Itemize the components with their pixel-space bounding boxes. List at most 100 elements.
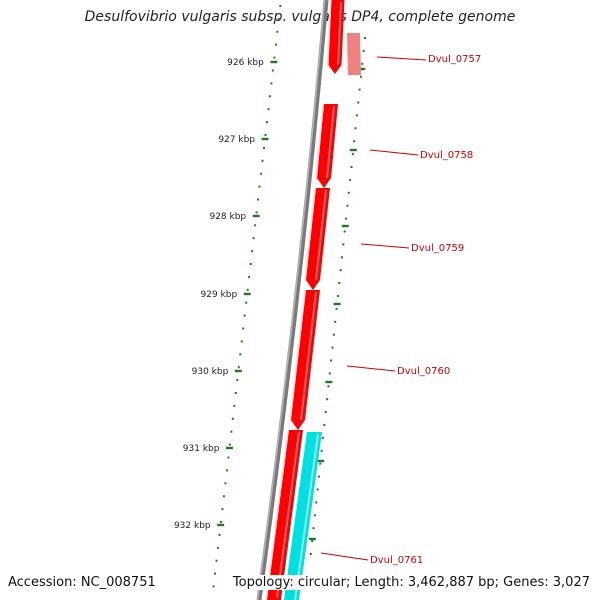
scale-tick: [252, 214, 260, 218]
scale-dot: [330, 359, 333, 362]
scale-dot: [271, 69, 274, 72]
scale-dot: [228, 443, 231, 446]
scale-dot: [353, 140, 356, 143]
backbone-track: [256, 0, 329, 600]
scale-dot: [249, 263, 252, 265]
accession-text: Accession: NC_008751: [8, 575, 156, 590]
gene-label-leader: [346, 365, 396, 372]
scale-dot: [340, 256, 343, 259]
scale-dot: [217, 546, 220, 549]
scale-tick: [243, 292, 251, 296]
scale-dot: [239, 353, 242, 356]
scale-dot: [347, 191, 350, 194]
scale-tick: [270, 60, 278, 64]
scale-dot: [338, 282, 341, 285]
scale-dot: [311, 540, 314, 543]
scale-dot: [327, 385, 330, 388]
scale-dot: [355, 114, 358, 117]
scale-dot: [315, 501, 318, 504]
scale-dot: [221, 508, 224, 511]
scale-tick: [349, 148, 357, 152]
scale-track: 926 kbp 927 kbp 928 kbp 929 kbp 930 kbp 931 k…: [174, 5, 367, 588]
scale-dot: [358, 88, 361, 91]
scale-dot: [257, 198, 260, 201]
gene-label[interactable]: Dvul_0757: [428, 54, 481, 65]
scale-dot: [334, 320, 337, 323]
backbone-highlight: [256, 0, 326, 600]
gene-label-leader: [360, 243, 410, 249]
scale-dot: [277, 17, 280, 20]
scale-dot: [251, 250, 254, 253]
scale-tick: [234, 369, 242, 373]
scale-dot: [274, 43, 277, 46]
scale-dot: [357, 101, 360, 104]
scale-dot: [335, 307, 338, 310]
scale-dot: [224, 482, 227, 485]
scale-dot: [258, 185, 261, 188]
scale-tick: [333, 302, 341, 306]
scale-dot: [233, 404, 236, 407]
scale-dot: [350, 166, 353, 168]
scale-dot: [320, 449, 323, 452]
scale-dot: [218, 533, 221, 536]
scale-dot: [362, 49, 365, 52]
gene-shading: [294, 433, 319, 600]
scale-dot: [336, 295, 339, 297]
scale-dot: [343, 230, 346, 233]
scale-dot: [248, 275, 251, 278]
gene-label-leader: [376, 56, 427, 61]
scale-dot: [331, 346, 334, 349]
scale-dot: [227, 456, 230, 459]
scale-dot: [324, 411, 327, 414]
scale-tick-label: 932 kbp: [174, 521, 211, 531]
gene-label[interactable]: Dvul_0759: [411, 243, 464, 254]
gene-label[interactable]: Dvul_0760: [397, 366, 450, 377]
gene-shading: [326, 105, 335, 179]
gene-label[interactable]: Dvul_0758: [420, 150, 473, 161]
gene-shading: [315, 189, 327, 281]
gene-arrow-0757-pseudo[interactable]: [347, 33, 361, 75]
scale-dot: [262, 146, 265, 149]
gene-arrow-0759[interactable]: [306, 188, 330, 290]
scale-tick-label: 929 kbp: [201, 290, 238, 300]
scale-tick: [317, 459, 325, 463]
scale-dot: [230, 430, 233, 433]
scale-dot: [267, 108, 270, 111]
scale-dot: [254, 224, 257, 227]
scale-dot: [252, 237, 255, 240]
scale-dot: [215, 559, 218, 562]
scale-dot: [323, 424, 326, 426]
scale-tick-label: 928 kbp: [209, 212, 246, 222]
scale-dot: [225, 469, 228, 472]
scale-dot: [261, 159, 264, 162]
scale-dot: [339, 269, 342, 272]
scale-dot: [255, 211, 258, 214]
gene-label[interactable]: Dvul_0761: [370, 555, 423, 566]
scale-dot: [346, 204, 349, 207]
gene-arrow-0757[interactable]: [328, 0, 345, 74]
scale-dot: [317, 475, 320, 478]
scale-tick: [341, 224, 349, 228]
scale-dot: [231, 417, 234, 420]
gene-shading: [337, 1, 342, 66]
backbone-line: [256, 0, 329, 600]
scale-tick-label: 931 kbp: [183, 444, 220, 454]
scale-dot: [349, 178, 352, 181]
scale-tick: [325, 380, 333, 384]
scale-dot: [328, 372, 331, 375]
scale-dot: [264, 134, 267, 136]
scale-tick-label: 930 kbp: [192, 367, 229, 377]
scale-dot: [268, 95, 271, 98]
scale-tick: [225, 446, 233, 450]
scale-dot: [222, 495, 225, 498]
scale-dot: [332, 333, 335, 336]
scale-dot: [270, 82, 273, 85]
scale-dot: [219, 521, 222, 523]
gene-shading: [276, 431, 300, 599]
gene-label-leader: [369, 149, 419, 156]
scale-dot: [260, 172, 263, 175]
scale-dot: [212, 585, 215, 588]
scale-dot: [243, 314, 246, 317]
map-title: Desulfovibrio vulgaris subsp. vulgaris D…: [84, 9, 516, 25]
